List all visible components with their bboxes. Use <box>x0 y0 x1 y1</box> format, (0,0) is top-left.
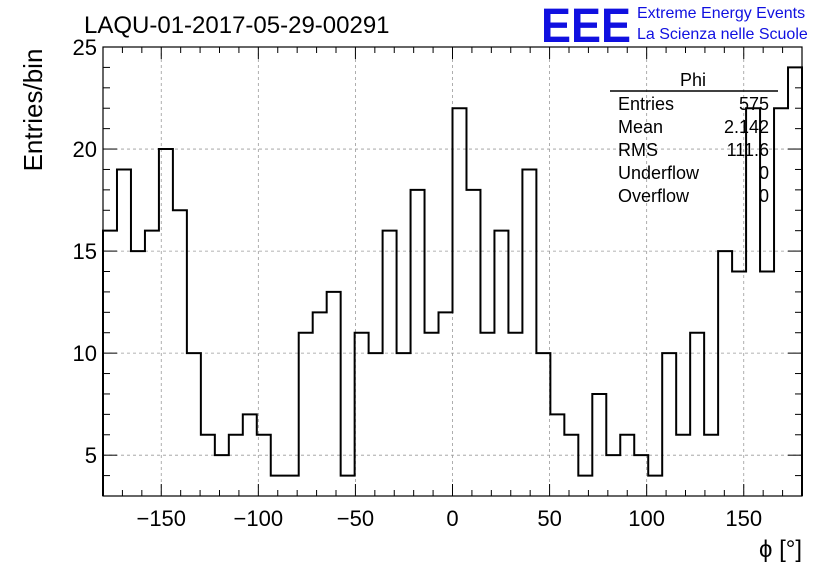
histogram-bin <box>522 169 536 496</box>
histogram-bin <box>508 333 522 496</box>
histogram-bin <box>397 353 411 496</box>
histogram-bin <box>341 476 355 496</box>
y-tick-label: 5 <box>85 443 97 468</box>
histogram-bin <box>550 414 564 496</box>
stats-row-value: 575 <box>739 94 769 114</box>
histogram-bin <box>606 455 620 496</box>
stats-box-rows: Entries 575 Mean 2.142 RMS 111.6 Underflow 0 Ove… <box>618 94 769 206</box>
histogram-series <box>102 66 803 497</box>
histogram-bin <box>453 108 467 496</box>
x-tick-label: 150 <box>725 506 762 531</box>
stats-row-label: Entries <box>618 94 674 114</box>
stats-box-title: Phi <box>680 70 706 90</box>
axis-tick-labels: −150 −100 −50 0 50 100 150 5 10 15 20 25 <box>73 35 763 531</box>
histogram-bin <box>578 476 592 496</box>
histogram-bin <box>187 353 201 496</box>
histogram-bin <box>634 455 648 496</box>
histogram-bin <box>718 251 732 496</box>
histogram-bin <box>788 67 802 496</box>
y-tick-label: 25 <box>73 35 97 60</box>
histogram-bin <box>439 312 453 496</box>
stats-row-label: RMS <box>618 140 658 160</box>
logo-line-1: Extreme Energy Events <box>637 5 805 22</box>
histogram-bin <box>676 435 690 496</box>
histogram-bin <box>760 272 774 497</box>
histogram-bin <box>145 231 159 496</box>
histogram-bin <box>103 231 117 496</box>
histogram-bin <box>313 312 327 496</box>
histogram-bin <box>173 210 187 496</box>
x-tick-label: −50 <box>337 506 374 531</box>
y-tick-label: 15 <box>73 239 97 264</box>
histogram-outline <box>102 66 803 496</box>
histogram-bin <box>411 190 425 496</box>
eee-logo-mark: EEE <box>541 0 631 53</box>
histogram-bin <box>201 435 215 496</box>
histogram-bin <box>229 435 243 496</box>
eee-logo: EEE Extreme Energy Events La Scienza nel… <box>541 0 808 53</box>
x-tick-label: 0 <box>446 506 458 531</box>
stats-row-label: Underflow <box>618 163 700 183</box>
stats-row-label: Overflow <box>618 186 690 206</box>
x-axis-label: ϕ [°] <box>759 536 802 563</box>
y-tick-label: 20 <box>73 137 97 162</box>
histogram-bin <box>494 231 508 496</box>
histogram-bin <box>620 435 634 496</box>
histogram-bin <box>746 108 760 496</box>
stats-row-value: 2.142 <box>724 117 769 137</box>
histogram-bin <box>690 333 704 496</box>
histogram-bin <box>117 169 131 496</box>
histogram-bin <box>592 394 606 496</box>
histogram-bin <box>257 435 271 496</box>
stats-box: Phi Entries 575 Mean 2.142 RMS 111.6 Underflow… <box>610 70 778 206</box>
histogram-bin <box>159 149 173 496</box>
histogram-bin <box>480 333 494 496</box>
y-axis-label: Entries/bin <box>18 49 48 172</box>
stats-row-value: 0 <box>759 163 769 183</box>
axis-ticks <box>103 46 802 496</box>
histogram-bin <box>355 333 369 496</box>
x-tick-label: −100 <box>234 506 284 531</box>
x-tick-label: −150 <box>136 506 186 531</box>
histogram-bin <box>662 353 676 496</box>
histogram-bin <box>704 435 718 496</box>
stats-row-value: 0 <box>759 186 769 206</box>
histogram-bin <box>564 435 578 496</box>
histogram-bin <box>732 272 746 497</box>
y-tick-label: 10 <box>73 341 97 366</box>
histogram-bin <box>327 292 341 496</box>
histogram-bin <box>425 333 439 496</box>
histogram-bin <box>131 251 145 496</box>
stats-row-label: Mean <box>618 117 663 137</box>
histogram-bin <box>466 190 480 496</box>
x-tick-label: 100 <box>628 506 665 531</box>
histogram-bin <box>648 476 662 496</box>
logo-line-2: La Scienza nelle Scuole <box>637 26 808 43</box>
histogram-bin <box>536 353 550 496</box>
histogram-bin <box>243 414 257 496</box>
histogram-bin <box>383 231 397 496</box>
histogram-bin <box>774 108 788 496</box>
histogram-bin <box>215 455 229 496</box>
chart-title: LAQU-01-2017-05-29-00291 <box>84 12 390 39</box>
histogram-bin <box>299 333 313 496</box>
x-tick-label: 50 <box>537 506 561 531</box>
histogram-bin <box>369 353 383 496</box>
stats-row-value: 111.6 <box>727 140 769 160</box>
histogram-bin <box>285 476 299 496</box>
